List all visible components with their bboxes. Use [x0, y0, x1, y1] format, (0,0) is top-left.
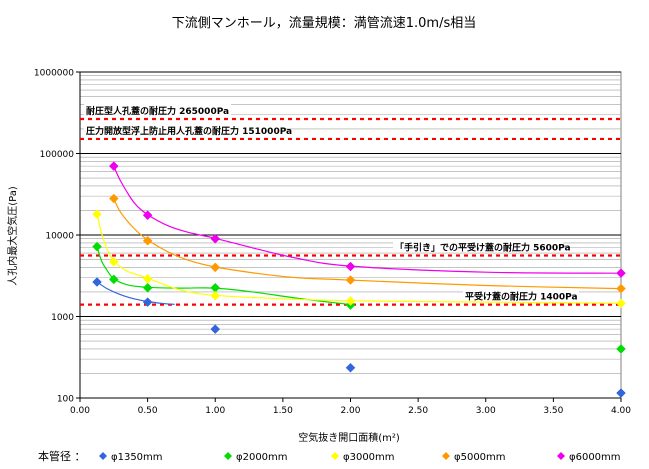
y-tick-label: 1000 — [51, 313, 74, 323]
reference-label: 耐圧型人孔蓋の耐圧力 265000Pa — [86, 105, 229, 117]
data-point — [616, 268, 626, 279]
data-point — [142, 235, 153, 246]
legend-marker — [331, 452, 339, 460]
y-tick-label: 1000000 — [34, 69, 74, 79]
data-point — [345, 296, 356, 306]
series-curve — [96, 281, 175, 305]
legend-marker — [224, 452, 232, 460]
y-tick-label: 100 — [57, 395, 74, 405]
data-point — [108, 193, 119, 204]
x-tick-label: 2.00 — [340, 406, 360, 416]
x-tick-label: 0.50 — [138, 406, 158, 416]
y-tick-label: 100000 — [40, 150, 75, 160]
data-point — [210, 262, 221, 273]
data-point — [210, 324, 221, 334]
legend-label: φ5000mm — [454, 452, 506, 463]
data-point — [616, 298, 626, 309]
chart-title: 下流側マンホール，流量規模：満管流速1.0m/s相当 — [172, 16, 477, 31]
x-axis-label: 空気抜き開口面積(m²) — [298, 431, 400, 444]
series-curve — [96, 214, 622, 304]
data-point — [92, 209, 102, 220]
data-point — [108, 274, 119, 285]
legend-marker — [442, 452, 450, 460]
data-point — [345, 261, 356, 272]
x-tick-label: 0.00 — [70, 406, 90, 416]
legend-label: φ6000mm — [569, 452, 621, 463]
data-point — [92, 277, 102, 287]
x-tick-label: 1.00 — [205, 406, 225, 416]
legend-title: 本管径 ： — [38, 449, 86, 463]
data-point — [142, 282, 153, 293]
data-point — [616, 283, 626, 294]
reference-label-bg — [393, 240, 564, 253]
x-tick-label: 3.00 — [476, 406, 496, 416]
data-point — [345, 275, 356, 285]
legend-label: φ2000mm — [236, 452, 288, 463]
data-point — [108, 161, 119, 171]
reference-lines: 耐圧型人孔蓋の耐圧力 265000Pa 圧力開放型浮上防止用人孔蓋の耐圧力 151… — [80, 104, 621, 306]
data-point — [345, 362, 356, 373]
legend-marker — [557, 452, 565, 460]
series-points — [92, 161, 626, 398]
data-point — [142, 273, 153, 284]
data-point — [210, 290, 221, 301]
reference-label: 「手引き」での平受け蓋の耐圧力 5600Pa — [395, 242, 571, 254]
x-tick-label: 2.50 — [408, 406, 428, 416]
data-point — [92, 241, 102, 252]
x-tick-label: 3.50 — [543, 406, 563, 416]
data-point — [108, 256, 119, 267]
data-point — [210, 233, 221, 244]
reference-label-bg — [84, 104, 232, 117]
data-point — [616, 344, 626, 354]
reference-label: 平受け蓋の耐圧力 1400Pa — [465, 291, 578, 303]
axes: 100 1000 10000 100000 1000000 0.00 0.50 1.00 1.5… — [34, 69, 631, 417]
legend: 本管径 ： φ1350mm φ2000mm φ3000mm φ5000mm φ6000m… — [38, 449, 621, 463]
y-tick-label: 10000 — [45, 232, 74, 242]
legend-label: φ1350mm — [111, 452, 163, 463]
y-axis-label: 人孔内最大空気圧(Pa) — [6, 186, 19, 286]
data-point — [142, 210, 153, 221]
reference-label-bg — [463, 289, 580, 302]
x-tick-label: 1.50 — [273, 406, 293, 416]
data-point — [142, 297, 153, 308]
x-tick-label: 4.00 — [611, 406, 631, 416]
reference-label-bg — [84, 123, 286, 136]
legend-label: φ3000mm — [343, 452, 395, 463]
reference-label: 圧力開放型浮上防止用人孔蓋の耐圧力 151000Pa — [86, 125, 292, 137]
legend-marker — [99, 452, 107, 460]
data-point — [616, 388, 626, 398]
